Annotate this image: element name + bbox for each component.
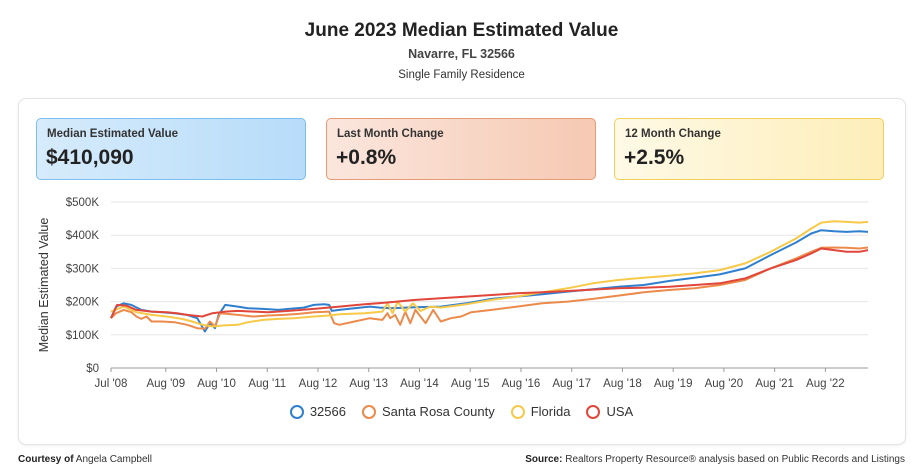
source-footer: Source: Realtors Property Resource® anal…: [525, 454, 905, 465]
legend-label: Santa Rosa County: [381, 404, 495, 419]
source-label: Source:: [525, 454, 563, 465]
x-tick-label: Aug '11: [248, 378, 286, 390]
courtesy-label: Courtesy of: [18, 454, 74, 465]
x-tick-label: Aug '09: [146, 378, 185, 390]
median-value-card: Median Estimated Value $410,090: [36, 118, 306, 180]
legend-swatch: [361, 404, 376, 419]
x-tick-label: Jul '08: [95, 378, 128, 390]
y-tick-label: $500K: [66, 197, 100, 209]
source-text: Realtors Property Resource® analysis bas…: [565, 454, 905, 465]
legend-swatch: [289, 404, 304, 419]
y-tick-label: $200K: [66, 297, 100, 309]
x-tick-label: Aug '20: [705, 378, 744, 390]
x-tick-label: Aug '15: [451, 378, 490, 390]
x-tick-label: Aug '17: [552, 378, 591, 390]
median-value-label: Median Estimated Value: [47, 128, 179, 140]
last-month-change-card: Last Month Change +0.8%: [326, 118, 596, 180]
y-tick-label: $300K: [66, 263, 100, 275]
twelve-month-change-card: 12 Month Change +2.5%: [614, 118, 884, 180]
last-month-change-label: Last Month Change: [337, 128, 444, 140]
series-line-florida: [110, 220, 869, 328]
x-tick-label: Aug '10: [197, 378, 236, 390]
y-tick-label: $100K: [66, 330, 100, 342]
legend-label: 32566: [309, 404, 346, 419]
series-line-32566: [110, 229, 869, 333]
twelve-month-change-value: +2.5%: [624, 146, 685, 169]
x-tick-label: Aug '19: [654, 378, 693, 390]
courtesy-footer: Courtesy of Angela Campbell: [18, 454, 152, 465]
series-line-santa-rosa-county: [110, 246, 869, 330]
x-tick-label: Aug '12: [299, 378, 338, 390]
x-tick-label: Aug '22: [806, 378, 845, 390]
legend-swatch: [586, 404, 601, 419]
legend-swatch: [510, 404, 525, 419]
y-tick-label: $0: [86, 363, 99, 375]
chart-legend: 32566 Santa Rosa County Florida USA: [0, 404, 923, 422]
median-value-amount: $410,090: [46, 146, 134, 169]
twelve-month-change-label: 12 Month Change: [625, 128, 721, 140]
courtesy-name: Angela Campbell: [75, 454, 152, 465]
legend-label: USA: [606, 404, 634, 419]
legend-item[interactable]: Florida: [510, 404, 571, 419]
legend-item[interactable]: USA: [586, 404, 633, 419]
series-line-usa: [110, 247, 869, 319]
property-type-subtitle: Single Family Residence: [398, 69, 525, 81]
y-tick-label: $400K: [66, 230, 100, 242]
chart-title: June 2023 Median Estimated Value: [304, 20, 619, 41]
location-subtitle: Navarre, FL 32566: [408, 47, 515, 61]
legend-label: Florida: [530, 404, 571, 419]
x-tick-label: Aug '16: [502, 378, 541, 390]
legend-item[interactable]: 32566: [289, 404, 346, 419]
legend-item[interactable]: Santa Rosa County: [361, 404, 495, 419]
y-axis-label: Median Estimated Value: [37, 218, 51, 353]
last-month-change-value: +0.8%: [336, 146, 397, 169]
x-tick-label: Aug '14: [400, 378, 439, 390]
x-tick-label: Aug '21: [755, 378, 794, 390]
x-tick-label: Aug '18: [603, 378, 642, 390]
x-tick-label: Aug '13: [349, 378, 388, 390]
